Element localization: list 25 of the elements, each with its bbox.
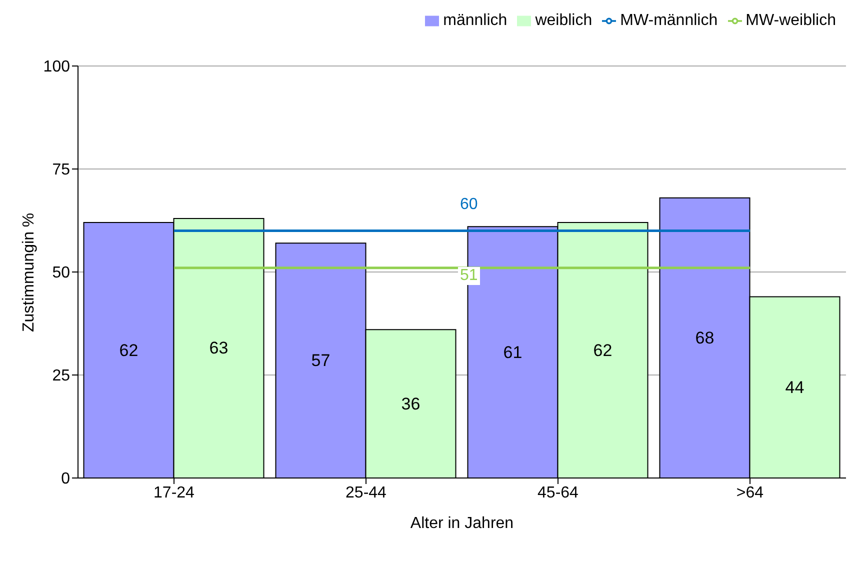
y-tick-label: 50	[52, 264, 70, 282]
data-label: 63	[209, 338, 228, 358]
annotation: 60	[458, 196, 480, 214]
y-tick-label: 100	[43, 58, 70, 76]
x-tick-label: >64	[736, 484, 764, 502]
y-tick-label: 0	[61, 470, 70, 488]
data-label: 57	[311, 351, 330, 370]
data-label: 61	[503, 342, 522, 362]
x-axis-title: Alter in Jahren	[410, 515, 514, 532]
legend-label: weiblich	[535, 12, 592, 29]
legend-label: MW-männlich	[620, 12, 718, 29]
data-label: 68	[695, 328, 714, 348]
x-tick-label: 25-44	[346, 484, 387, 502]
y-tick-label: 75	[52, 162, 70, 179]
annotation: 51	[458, 266, 480, 285]
data-label: 36	[401, 394, 420, 414]
data-label: 44	[785, 378, 804, 397]
x-tick-label: 45-64	[538, 484, 579, 502]
y-tick-label: 25	[52, 368, 70, 385]
x-tick-label: 17-24	[154, 484, 195, 502]
data-label: 62	[593, 340, 612, 360]
legend-label: männlich	[443, 12, 508, 29]
data-label: 62	[119, 340, 138, 360]
legend-label: MW-weiblich	[746, 12, 836, 29]
y-axis-title: Zustimmungin %	[20, 212, 38, 332]
